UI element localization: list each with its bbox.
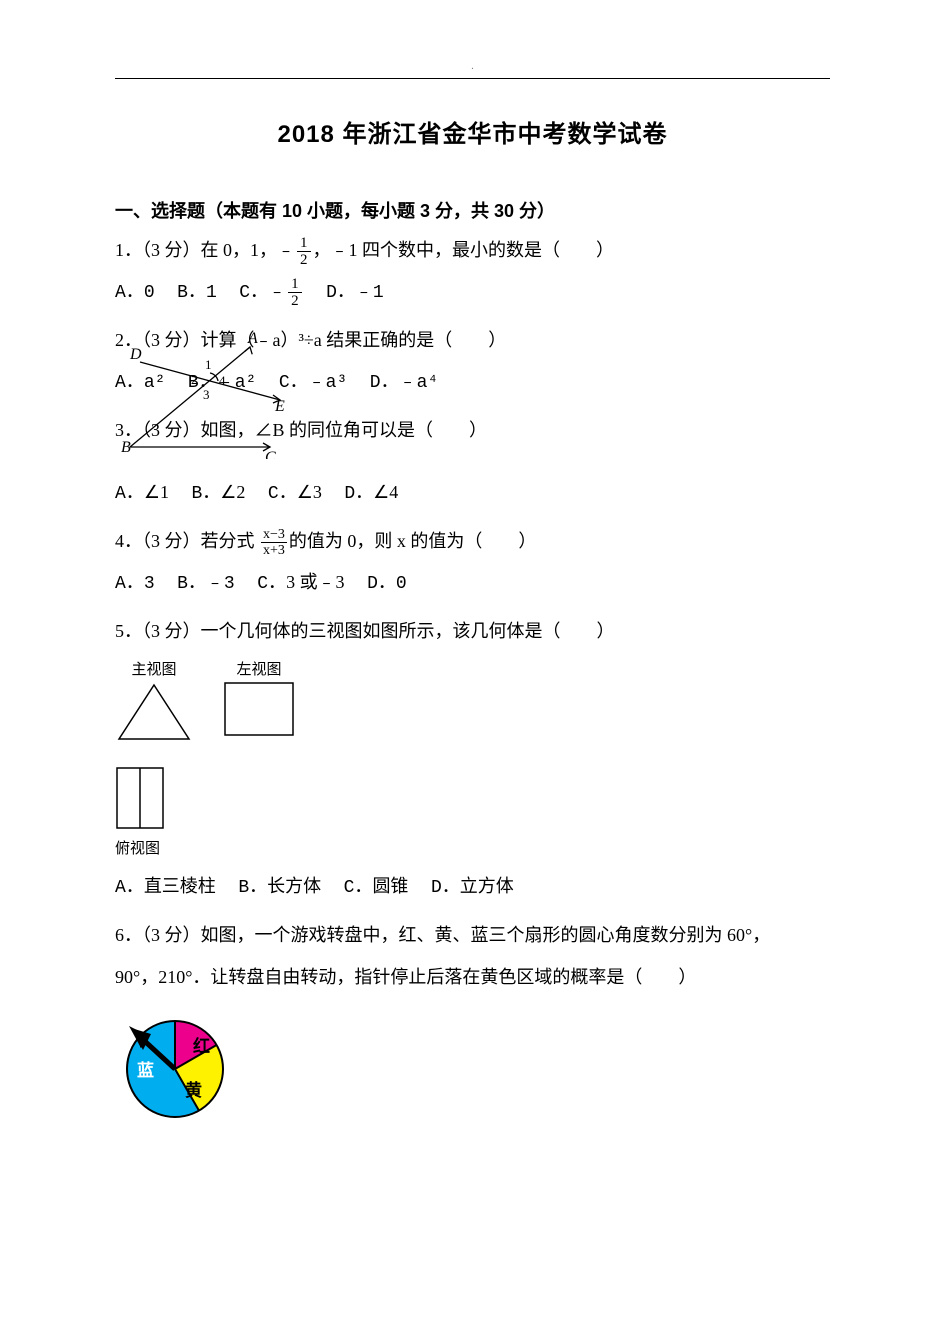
q3-options: A．∠1 B．∠2 C．∠3 D．∠4 bbox=[115, 474, 830, 512]
question-1: 1．（3 分）在 0，1，﹣12，﹣1 四个数中，最小的数是（ ） bbox=[115, 231, 830, 269]
yellow-label: 黄 bbox=[185, 1080, 202, 1100]
q1-text-a: 1．（3 分）在 0，1，﹣ bbox=[115, 240, 295, 260]
q5-figure: 主视图 左视图 俯视图 bbox=[115, 658, 830, 858]
red-label: 红 bbox=[193, 1036, 210, 1056]
q5-opt-d: D．立方体 bbox=[431, 878, 514, 898]
blue-label: 蓝 bbox=[137, 1061, 154, 1080]
page-content: . 2018 年浙江省金华市中考数学试卷 一、选择题（本题有 10 小题，每小题… bbox=[0, 0, 945, 1179]
label-2: 2 bbox=[191, 372, 198, 387]
q4-opt-b: B．﹣3 bbox=[177, 574, 235, 594]
q5-opt-a: A．直三棱柱 bbox=[115, 878, 216, 898]
label-B: B bbox=[121, 439, 131, 456]
label-1: 1 bbox=[205, 357, 212, 372]
label-A: A bbox=[247, 330, 258, 347]
q4-text-a: 4．（3 分）若分式 bbox=[115, 531, 259, 551]
spinner-diagram: 红 黄 蓝 bbox=[115, 1004, 235, 1124]
q1-fraction: 12 bbox=[297, 235, 311, 268]
question-4: 4．（3 分）若分式 x−3x+3的值为 0，则 x 的值为（ ） bbox=[115, 522, 830, 560]
q2-opt-d: D．﹣a⁴ bbox=[370, 373, 438, 393]
q4-opt-a: A．3 bbox=[115, 574, 155, 594]
q4-fraction: x−3x+3 bbox=[261, 527, 287, 558]
label-3: 3 bbox=[203, 387, 210, 402]
q4-opt-c: C．3 或﹣3 bbox=[257, 574, 344, 594]
q1-opt-b: B．1 bbox=[177, 283, 217, 303]
q1-opt-a: A．0 bbox=[115, 283, 155, 303]
q5-options: A．直三棱柱 B．长方体 C．圆锥 D．立方体 bbox=[115, 868, 830, 906]
question-6-line1: 6．（3 分）如图，一个游戏转盘中，红、黄、蓝三个扇形的圆心角度数分别为 60°… bbox=[115, 916, 830, 954]
label-E: E bbox=[274, 398, 285, 415]
q4-text-b: 的值为 0，则 x 的值为（ ） bbox=[289, 531, 537, 551]
q5-opt-b: B．长方体 bbox=[238, 878, 321, 898]
label-C: C bbox=[265, 449, 276, 459]
header-marker: . bbox=[115, 60, 830, 72]
q3-opt-c: C．∠3 bbox=[268, 484, 322, 504]
left-view: 左视图 bbox=[223, 658, 295, 748]
header-rule bbox=[115, 78, 830, 79]
q4-opt-d: D．0 bbox=[367, 574, 407, 594]
label-D: D bbox=[129, 346, 142, 363]
main-view: 主视图 bbox=[115, 658, 193, 748]
question-6-line2: 90°，210°．让转盘自由转动，指针停止后落在黄色区域的概率是（ ） bbox=[115, 958, 830, 996]
q1-opt-d: D．﹣1 bbox=[326, 283, 384, 303]
label-4: 4 bbox=[219, 373, 226, 388]
section-heading: 一、选择题（本题有 10 小题，每小题 3 分，共 30 分） bbox=[115, 197, 830, 223]
q3-opt-a: A．∠1 bbox=[115, 484, 169, 504]
left-view-label: 左视图 bbox=[223, 658, 295, 679]
q5-opt-c: C．圆锥 bbox=[344, 878, 409, 898]
q1-optc-fraction: 12 bbox=[288, 276, 302, 309]
split-rect-icon bbox=[115, 766, 165, 830]
q1-options: A．0 B．1 C．﹣12 D．﹣1 bbox=[115, 273, 830, 311]
q1-opt-c: C．﹣12 bbox=[239, 283, 303, 303]
top-view: 俯视图 bbox=[115, 766, 165, 858]
triangle-icon bbox=[115, 681, 193, 743]
question-5: 5．（3 分）一个几何体的三视图如图所示，该几何体是（ ） bbox=[115, 612, 830, 650]
q3-opt-d: D．∠4 bbox=[344, 484, 398, 504]
rect-icon bbox=[223, 681, 295, 739]
q1-text-b: ，﹣1 四个数中，最小的数是（ ） bbox=[313, 240, 615, 260]
q6-figure: 红 黄 蓝 bbox=[115, 1004, 830, 1129]
q3-opt-b: B．∠2 bbox=[191, 484, 245, 504]
exam-title: 2018 年浙江省金华市中考数学试卷 bbox=[115, 114, 830, 149]
q4-options: A．3 B．﹣3 C．3 或﹣3 D．0 bbox=[115, 564, 830, 602]
top-view-label: 俯视图 bbox=[115, 837, 165, 858]
main-view-label: 主视图 bbox=[115, 658, 193, 679]
angle-diagram-svg: A D E B C 1 2 3 4 bbox=[115, 329, 295, 459]
